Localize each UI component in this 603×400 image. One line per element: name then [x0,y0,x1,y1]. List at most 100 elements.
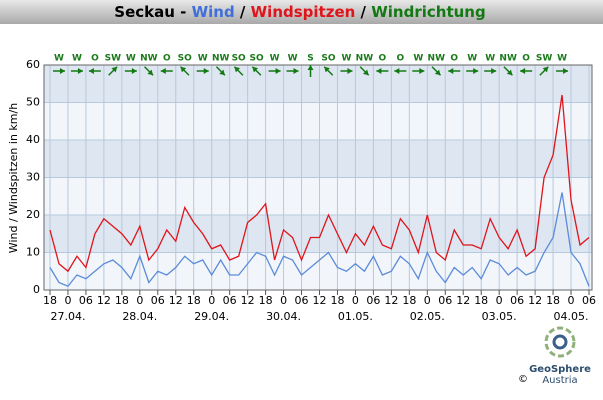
date-label: 28.04. [122,310,157,323]
direction-label: NW [212,54,230,64]
direction-arrow [503,66,513,76]
arrow-head [506,69,513,76]
logo-name: GeoSphere [529,364,591,375]
arrow-head [491,68,497,74]
series-line [49,192,590,288]
date-label: 01.05. [338,310,373,323]
x-tick-label: 0 [64,294,71,307]
x-tick-label: 0 [352,294,359,307]
logo-mark [552,334,568,350]
direction-label: O [522,54,530,64]
direction-arrow [520,68,533,74]
plot-frame [43,64,593,291]
arrow-head [307,65,314,70]
arrow-head [394,68,400,74]
direction-label: NW [356,54,374,64]
arrow-head [347,68,353,74]
copyright: © [518,374,528,385]
y-tick-label: 10 [26,246,40,259]
direction-arrow [52,68,65,74]
direction-label: SW [536,54,552,64]
x-tick-label: 12 [169,294,183,307]
direction-label: W [126,54,136,64]
x-tick-label: 0 [208,294,215,307]
y-tick-label: 0 [33,283,40,296]
direction-arrow [286,68,299,74]
chart-title: Seckau - Wind / Windspitzen / Windrichtu… [114,3,485,21]
date-label: 02.05. [410,310,445,323]
x-tick-label: 12 [456,294,470,307]
x-tick-label: 06 [79,294,93,307]
x-tick-label: 06 [223,294,237,307]
direction-label: O [91,54,99,64]
arrow-head [324,66,330,73]
direction-arrow [268,68,281,74]
x-tick-label: 06 [438,294,452,307]
x-tick-label: 06 [510,294,524,307]
date-label: 03.05. [482,310,517,323]
direction-arrow [307,65,314,77]
direction-label: NW [140,54,158,64]
x-tick-label: 12 [528,294,542,307]
y-tick-label: 50 [26,96,40,109]
direction-label: SO [232,54,246,64]
x-tick-label: 18 [402,294,416,307]
y-tick-label: 20 [26,208,40,221]
x-tick-label: 18 [187,294,201,307]
arrow-head [563,68,569,74]
arrow-head [448,68,454,74]
x-tick-label: 0 [280,294,287,307]
x-tick-label: 18 [43,294,57,307]
x-tick-label: 18 [330,294,344,307]
x-tick-label: 0 [424,294,431,307]
band [44,102,592,140]
logo-country: Austria [542,375,577,386]
direction-arrow [484,68,497,74]
direction-label: SO [250,54,264,64]
direction-label: W [288,54,298,64]
arrow-head [520,68,526,74]
arrow-head [252,66,259,73]
arrow-head [160,68,166,74]
direction-arrow [448,68,461,74]
direction-label: NW [428,54,446,64]
direction-label: W [341,54,351,64]
y-tick-label: 60 [26,58,40,71]
direction-arrow [466,68,479,74]
direction-arrow [359,66,370,76]
title-part: / [235,3,251,21]
x-tick-label: 0 [496,294,503,307]
x-tick-label: 06 [366,294,380,307]
x-tick-label: 18 [259,294,273,307]
x-tick-label: 12 [97,294,111,307]
x-tick-label: 18 [474,294,488,307]
title-bar [0,0,603,24]
direction-label: O [163,54,171,64]
band [44,215,592,253]
arrow-head [59,68,65,74]
arrow-head [419,68,425,74]
direction-label: O [379,54,387,64]
x-tick-label: 12 [241,294,255,307]
direction-label: W [72,54,82,64]
date-label: 30.04. [266,310,301,323]
direction-label: W [557,54,567,64]
x-tick-label: 12 [312,294,326,307]
date-label: 29.04. [194,310,229,323]
direction-arrow [160,68,173,74]
series-line [49,94,590,273]
direction-label: SW [105,54,121,64]
direction-arrow [144,66,154,76]
x-tick-label: 12 [384,294,398,307]
band [44,177,592,215]
x-tick-label: 06 [295,294,309,307]
x-tick-label: 18 [115,294,129,307]
arrow-head [180,66,187,73]
title-part: Windspitzen [251,3,356,21]
logo: GeoSphere Austria © [518,326,591,386]
direction-label: SO [178,54,192,64]
title-part: / [355,3,371,21]
x-tick-label: 0 [568,294,575,307]
title-part: Seckau - [114,3,191,21]
